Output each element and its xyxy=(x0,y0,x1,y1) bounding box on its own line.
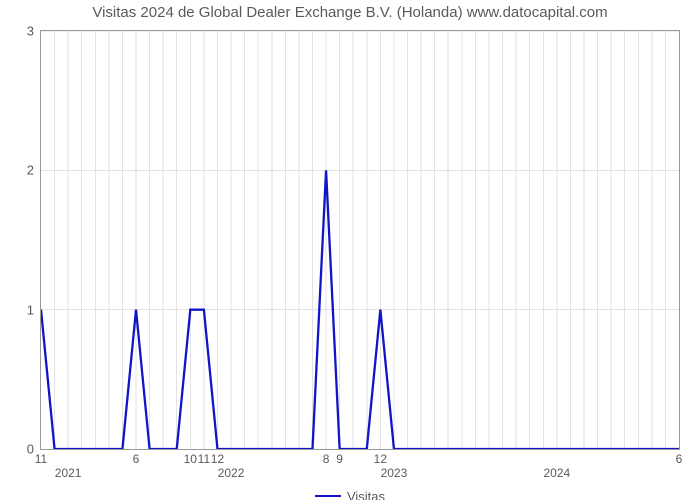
y-tick-label: 3 xyxy=(4,24,34,39)
legend-item-visitas: Visitas xyxy=(315,489,385,500)
x-tick-label: 8 xyxy=(323,452,330,466)
y-tick-label: 1 xyxy=(4,302,34,317)
x-tick-label: 6 xyxy=(133,452,140,466)
x-year-label: 2023 xyxy=(381,466,408,480)
chart-title: Visitas 2024 de Global Dealer Exchange B… xyxy=(0,4,700,21)
x-tick-label: 6 xyxy=(676,452,683,466)
x-tick-label: 9 xyxy=(336,452,343,466)
x-tick-label: 11 xyxy=(198,452,210,466)
legend-label: Visitas xyxy=(347,489,385,500)
x-year-label: 2024 xyxy=(543,466,570,480)
x-tick-label: 12 xyxy=(374,452,387,466)
plot-area xyxy=(40,30,680,450)
x-tick-label: 12 xyxy=(211,452,224,466)
legend-swatch xyxy=(315,495,341,497)
x-tick-label: 10 xyxy=(184,452,197,466)
x-year-label: 2022 xyxy=(218,466,245,480)
x-tick-label: 11 xyxy=(35,452,47,466)
x-year-label: 2021 xyxy=(55,466,82,480)
legend: Visitas xyxy=(0,484,700,500)
y-tick-label: 0 xyxy=(4,442,34,457)
y-tick-label: 2 xyxy=(4,163,34,178)
